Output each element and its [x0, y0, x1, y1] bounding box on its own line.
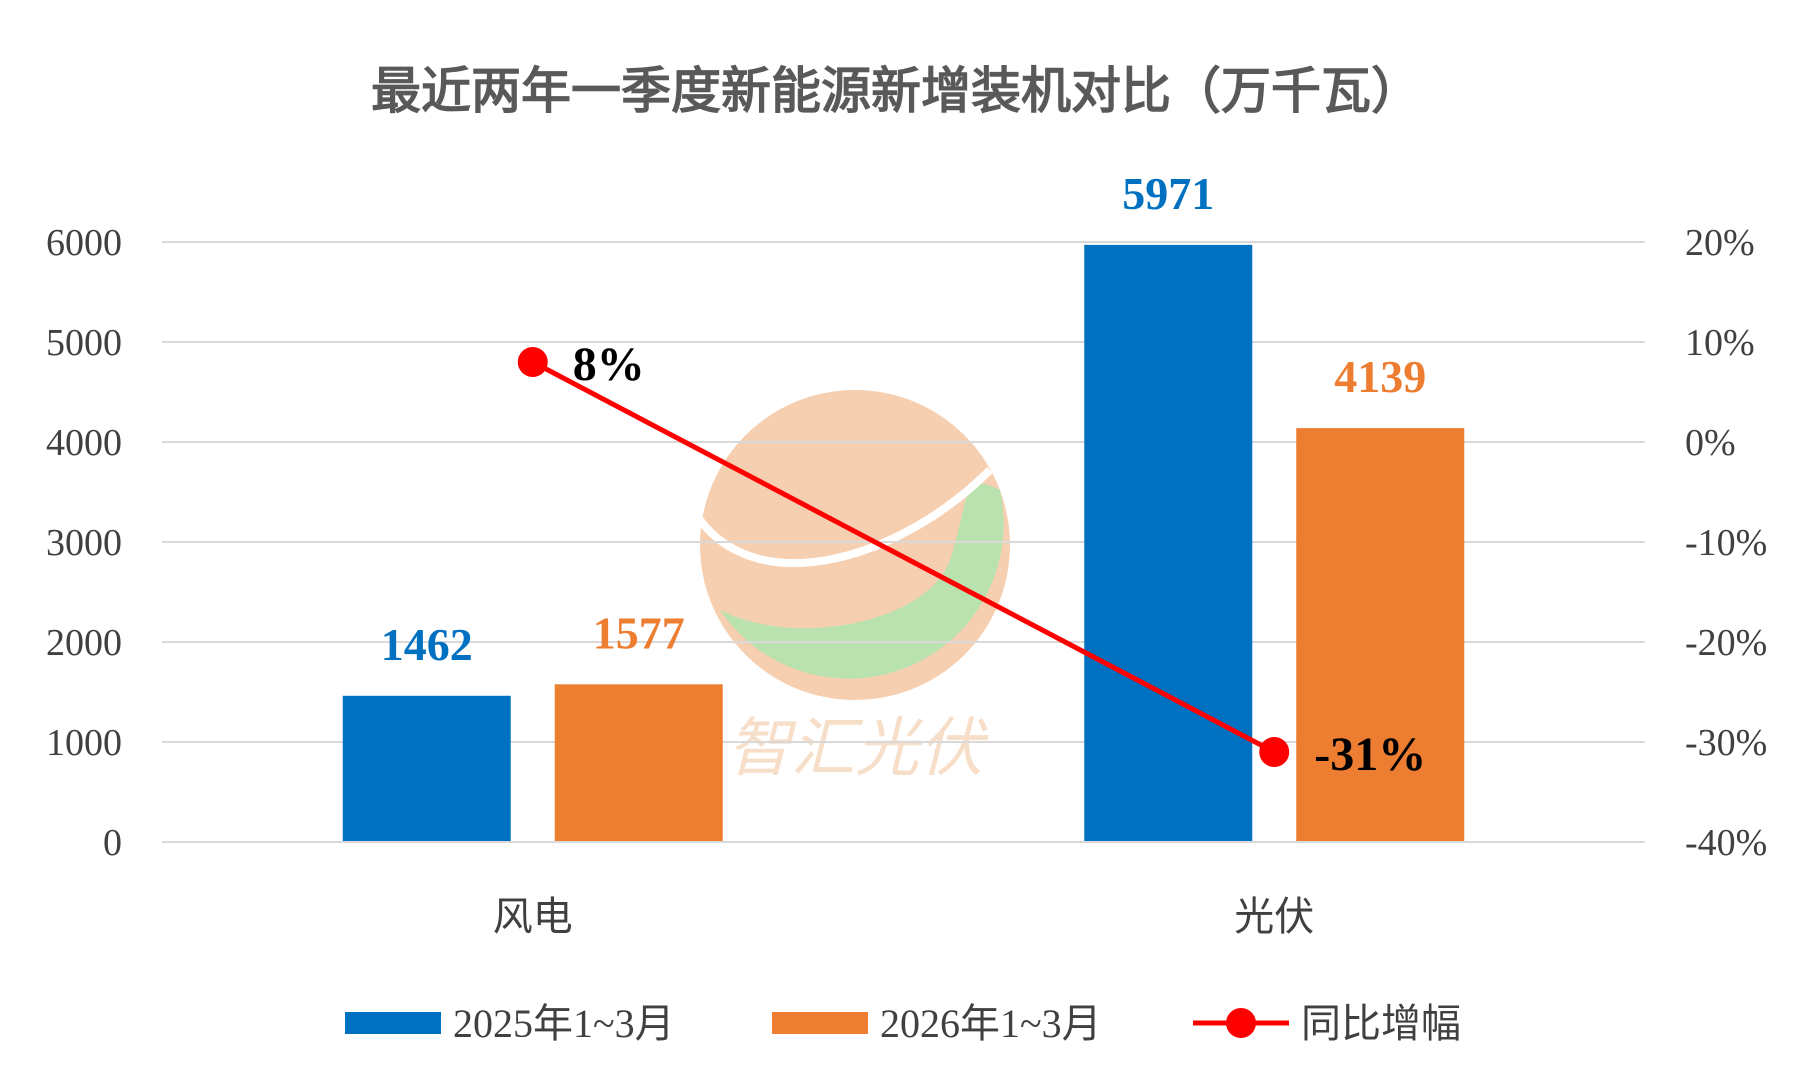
- bar-value-label: 1577: [593, 607, 685, 658]
- bar-value-label: 1462: [381, 619, 473, 670]
- bars: 1462 1577 5971 4139: [342, 168, 1465, 842]
- bar-value-label: 5971: [1122, 168, 1214, 219]
- legend-swatch: [772, 1012, 868, 1034]
- legend: 2025年1~3月 2026年1~3月 同比增幅: [345, 1001, 1461, 1046]
- y-tick-label: 3000: [46, 522, 122, 564]
- chart-title: 最近两年一季度新能源新增装机对比（万千瓦）: [371, 62, 1421, 120]
- y2-tick-label: 0%: [1685, 422, 1736, 464]
- legend-label: 2026年1~3月: [880, 1001, 1102, 1046]
- bar: [342, 695, 511, 842]
- growth-line: [531, 359, 1276, 755]
- watermark-logo: 智汇光伏: [696, 390, 1010, 786]
- line-series: 8% -31%: [517, 338, 1426, 781]
- line-point: [1259, 737, 1290, 767]
- y2-tick-label: -10%: [1685, 522, 1767, 564]
- y-tick-label: 0: [103, 822, 122, 864]
- watermark-text: 智汇光伏: [727, 712, 989, 786]
- legend-marker: [1226, 1008, 1256, 1038]
- bar: [554, 684, 723, 842]
- y-tick-label: 2000: [46, 622, 122, 664]
- bar: [1296, 428, 1465, 842]
- line-point: [517, 347, 548, 377]
- y2-tick-label: -30%: [1685, 722, 1767, 764]
- legend-swatch: [345, 1012, 441, 1034]
- legend-label: 2025年1~3月: [453, 1001, 675, 1046]
- x-category-label: 风电: [493, 894, 573, 940]
- legend-label: 同比增幅: [1301, 1001, 1461, 1046]
- line-point-label: -31%: [1314, 728, 1426, 781]
- y-tick-label: 1000: [46, 722, 122, 764]
- bar-value-label: 4139: [1334, 351, 1426, 402]
- line-point-label: 8%: [573, 338, 645, 391]
- axes: 0 1000 2000 3000 4000 5000 6000 -40% -30% -20% -10…: [46, 222, 1767, 940]
- bar: [1084, 244, 1253, 842]
- y-tick-label: 4000: [46, 422, 122, 464]
- x-category-label: 光伏: [1234, 894, 1314, 940]
- y2-tick-label: 20%: [1685, 222, 1755, 264]
- y2-tick-label: -40%: [1685, 822, 1767, 864]
- y2-tick-label: -20%: [1685, 622, 1767, 664]
- y2-tick-label: 10%: [1685, 322, 1755, 364]
- y-tick-label: 6000: [46, 222, 122, 264]
- y-tick-label: 5000: [46, 322, 122, 364]
